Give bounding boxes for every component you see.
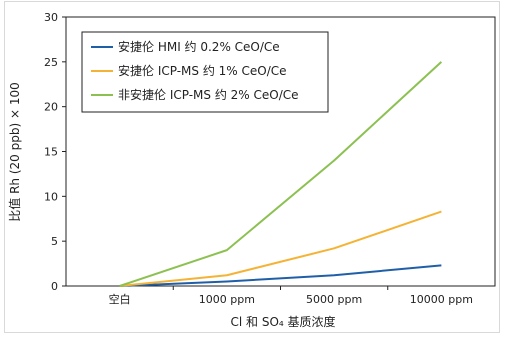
y-tick-label: 0 [51, 280, 58, 293]
y-tick-label: 25 [44, 56, 58, 69]
y-axis-title: 比值 Rh (20 ppb) × 100 [7, 82, 22, 221]
x-tick-label: 5000 ppm [306, 293, 362, 306]
y-tick-label: 20 [44, 101, 58, 114]
x-axis-ticks: 空白 1000 ppm 5000 ppm 10000 ppm [109, 286, 473, 306]
y-tick-label: 10 [44, 190, 58, 203]
y-tick-label: 15 [44, 146, 58, 159]
legend-label-2: 安捷伦 ICP-MS 约 1% CeO/Ce [118, 63, 287, 78]
legend: 安捷伦 HMI 约 0.2% CeO/Ce 安捷伦 ICP-MS 约 1% CeO… [81, 31, 329, 113]
series-line-3 [119, 61, 443, 287]
series-line-1 [119, 264, 442, 287]
y-tick-label: 5 [51, 235, 58, 248]
x-tick-label: 1000 ppm [199, 293, 255, 306]
x-tick-label: 空白 [109, 292, 131, 306]
series-lines [119, 61, 443, 287]
legend-label-3: 非安捷伦 ICP-MS 约 2% CeO/Ce [118, 87, 299, 102]
x-axis-title: Cl 和 SO₄ 基质浓度 [230, 314, 335, 329]
legend-box [81, 31, 329, 113]
y-tick-label: 30 [44, 11, 58, 24]
series-line-2 [119, 210, 442, 287]
x-tick-label: 10000 ppm [410, 293, 473, 306]
legend-label-1: 安捷伦 HMI 约 0.2% CeO/Ce [118, 39, 280, 54]
y-axis-ticks: 0 5 10 15 20 25 30 [44, 11, 66, 293]
